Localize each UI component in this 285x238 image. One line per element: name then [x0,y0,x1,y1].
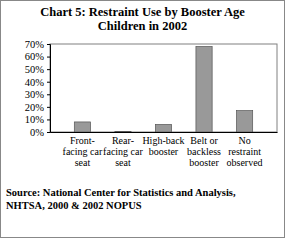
y-tick-label: 30% [25,89,45,100]
y-tick-mark [47,119,50,120]
y-tick-mark [47,57,50,58]
y-tick-mark [47,44,50,45]
title: Chart 5: Restraint Use by Booster AgeChi… [40,5,245,33]
text-line: seat [115,157,131,168]
bar [155,124,171,132]
bar [196,47,212,132]
x-tick-label: Front-facing carseat [63,135,103,168]
y-tick-label: 10% [25,114,45,125]
x-axis [51,132,278,133]
chart-frame [1,1,285,238]
text-line: Rear- [112,135,134,146]
y-tick-label: 0% [30,127,44,138]
y-tick: 50% [25,64,50,75]
y-tick-mark [47,94,50,95]
source-note: Source: National Center for Statistics a… [6,187,236,211]
y-axis-line [47,45,51,133]
text-line: backless [187,146,221,157]
y-tick-label: 50% [25,64,45,75]
text-line: facing car [103,146,143,157]
text-line: Source: National Center for Statistics a… [6,187,236,198]
y-tick-label: 70% [25,39,45,50]
y-tick: 20% [25,102,50,113]
x-tick-label: Rear-facing carseat [103,135,143,168]
text-line: Front- [70,135,95,146]
text-line: High-back [142,135,184,146]
x-tick-label: High-backbooster [142,135,184,157]
bar [115,131,131,132]
y-tick: 0% [30,127,50,138]
text-line: booster [149,146,179,157]
y-tick: 40% [25,77,50,88]
x-tick-label: Belt orbacklessbooster [187,135,221,168]
bar [236,111,252,132]
y-tick-mark [47,107,50,108]
y-tick-mark [47,132,50,133]
y-axis: 0% 10%20% 30%40% 50% 60%70% [25,39,51,138]
text-line: Belt or [190,135,218,146]
x-axis-line [51,132,278,133]
plot-frame [50,44,277,132]
x-tick-label: Norestraintobserved [227,135,263,168]
y-tick-label: 40% [25,77,45,88]
text-line: Chart 5: Restraint Use by Booster Age [40,5,245,19]
chart: Chart 5: Restraint Use by Booster AgeChi… [0,0,285,238]
y-tick: 30% [25,89,50,100]
text-line: facing car [63,146,103,157]
y-tick-label: 60% [25,51,45,62]
x-tick-labels: Front-facing carseatRear-facing carseatH… [63,135,263,168]
bars [74,47,252,132]
text-line: seat [75,157,91,168]
text-line: booster [189,157,219,168]
text-line: NHTSA, 2000 & 2002 NOPUS [6,200,142,211]
text-line: restraint [228,146,261,157]
text-line: observed [227,157,263,168]
y-tick-mark [47,69,50,70]
y-tick: 10% [25,114,50,125]
y-tick-label: 20% [25,102,45,113]
y-tick: 60% [25,51,50,62]
bar [74,122,90,132]
y-tick: 70% [25,39,50,50]
text-line: No [238,135,250,146]
y-tick-mark [47,82,50,83]
text-line: Children in 2002 [98,19,187,33]
